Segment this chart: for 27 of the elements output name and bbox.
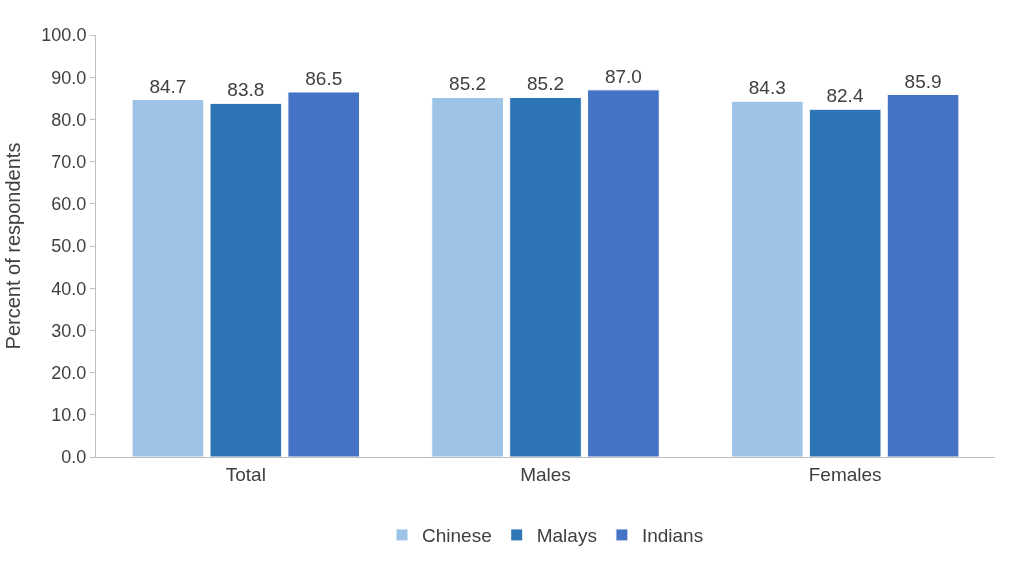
- y-tick-label: 10.0: [51, 405, 87, 426]
- x-tick-label: Total: [225, 463, 266, 485]
- x-tick-label: Females: [808, 463, 882, 485]
- legend-label: Indians: [641, 525, 704, 547]
- legend-label: Chinese: [422, 525, 492, 547]
- y-tick-label: 100.0: [41, 25, 87, 46]
- data-label: 83.8: [227, 79, 265, 101]
- y-tick-label: 30.0: [51, 320, 87, 341]
- data-label: 82.4: [826, 85, 864, 107]
- y-axis-title: Percent of respondents: [1, 142, 24, 350]
- y-tick-label: 20.0: [51, 362, 87, 383]
- y-tick-label: 70.0: [51, 151, 87, 172]
- data-label: 85.2: [449, 73, 487, 95]
- y-tick-label: 60.0: [51, 194, 87, 215]
- y-tick-label: 40.0: [51, 278, 87, 299]
- y-tick-label: 0.0: [61, 447, 87, 468]
- data-label: 84.7: [149, 75, 187, 97]
- y-tick-label: 80.0: [51, 109, 87, 130]
- legend-label: Malays: [536, 525, 597, 547]
- x-tick-label: Males: [520, 463, 571, 485]
- y-tick-label: 50.0: [51, 236, 87, 257]
- y-tick-label: 90.0: [51, 67, 87, 88]
- data-label: 86.5: [305, 67, 343, 89]
- data-label: 87.0: [604, 65, 642, 87]
- data-label: 84.3: [748, 77, 786, 99]
- data-label: 85.9: [904, 70, 942, 92]
- data-label: 85.2: [527, 73, 564, 95]
